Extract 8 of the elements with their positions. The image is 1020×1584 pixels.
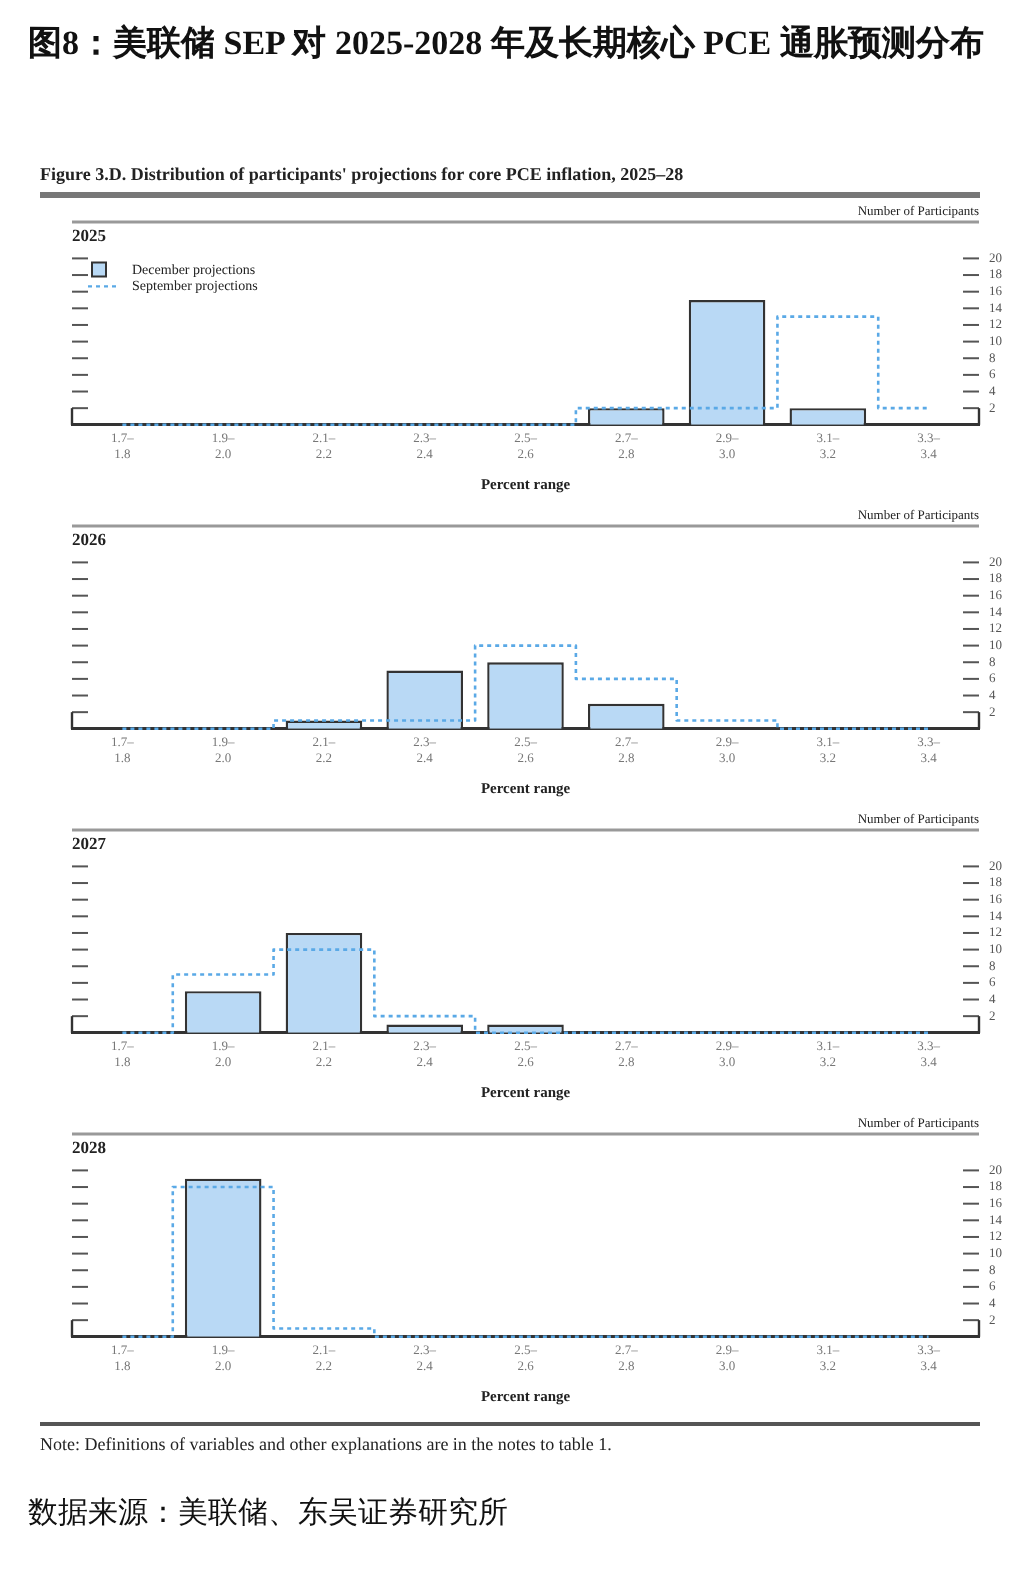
source-note: 数据来源：美联储、东吴证券研究所: [28, 1494, 510, 1532]
chart-title: 2027: [72, 832, 108, 853]
chart-title: 2025: [72, 224, 106, 245]
text: 图8：美联储 SEP 对 2025-2028 年及长期核心 PCE 通胀预测分布: [26, 22, 986, 66]
text: Note: Definitions of variables and other explanations are in the notes to table 1.: [40, 1422, 980, 1454]
text: Figure 3.D. Distribution of participants' projections for core PCE inflation, 2025–28: [40, 164, 980, 198]
chart-title: 2028: [72, 1136, 106, 1157]
chart-title: 2026: [72, 528, 106, 549]
